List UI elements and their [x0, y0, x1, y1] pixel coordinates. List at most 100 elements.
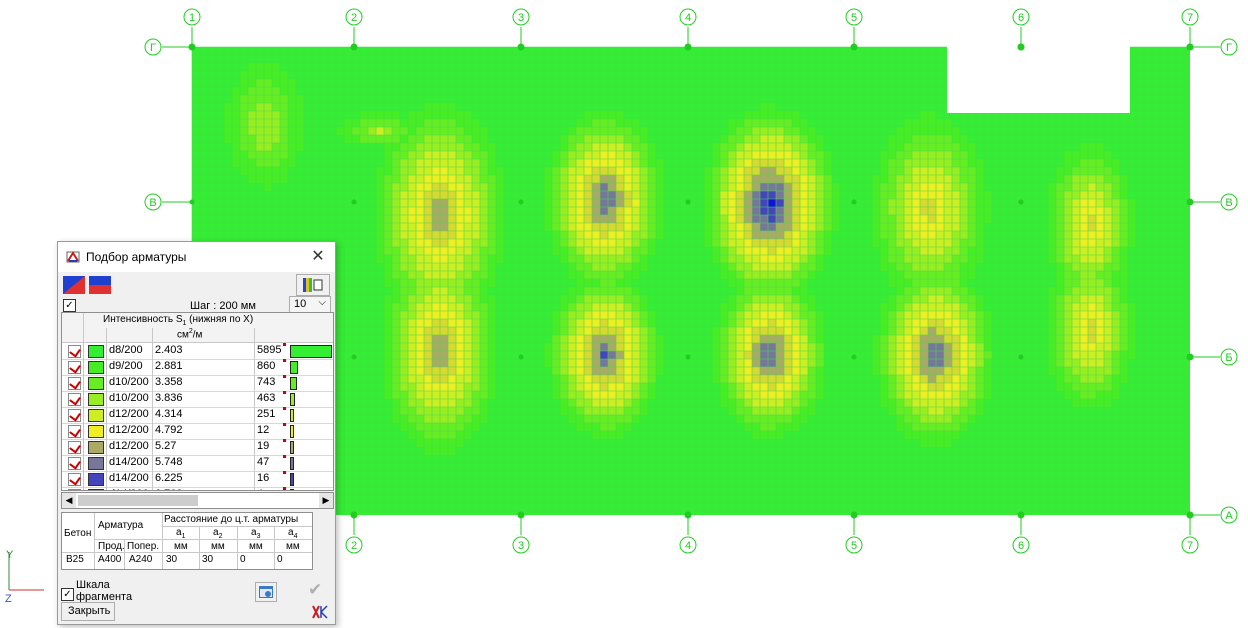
a1-value[interactable]: 30	[166, 554, 178, 565]
intensity-row[interactable]: d10/200 3.358 743	[62, 375, 333, 392]
row-visibility-checkbox[interactable]	[68, 473, 81, 486]
trans-value[interactable]: A240	[129, 554, 153, 565]
unit-header: см2/м	[177, 328, 203, 341]
intensity-row[interactable]: d14/200 6.225 16	[62, 471, 333, 488]
count-bar	[290, 489, 294, 490]
table-horizontal-scrollbar[interactable]: ◀ ▶	[61, 492, 334, 509]
intensity-value: 3.358	[155, 376, 183, 388]
scroll-right-icon[interactable]: ▶	[319, 493, 333, 508]
a4-header: a4	[288, 527, 298, 540]
color-swatch[interactable]	[88, 457, 104, 470]
fragment-scale-checkbox[interactable]: ✓	[61, 588, 74, 601]
element-count: 16	[257, 472, 270, 484]
color-swatch[interactable]	[88, 425, 104, 438]
intensity-row[interactable]: d8/200 2.403 5895	[62, 343, 333, 360]
close-icon[interactable]: ✕	[311, 248, 325, 265]
row-visibility-checkbox[interactable]	[68, 377, 81, 390]
count-marker	[283, 343, 286, 346]
count-marker	[283, 471, 286, 474]
axis-top-label-2: 2	[351, 12, 357, 24]
step-label: Шаг : 200 мм	[190, 300, 256, 312]
rebar-label: d14/200	[109, 456, 149, 468]
count-marker	[283, 407, 286, 410]
a4-unit: мм	[286, 541, 300, 552]
a2-value[interactable]: 30	[202, 554, 214, 565]
axis-top-label-6: 6	[1018, 12, 1024, 24]
intensity-row[interactable]: d10/200 3.836 463	[62, 391, 333, 408]
axis-bottom-label-2: 2	[351, 540, 357, 552]
scroll-left-icon[interactable]: ◀	[62, 493, 76, 508]
color-swatch[interactable]	[88, 441, 104, 454]
intensity-value: 4.792	[155, 424, 183, 436]
count-marker	[283, 487, 286, 490]
element-count: 743	[257, 376, 276, 388]
element-count: 463	[257, 392, 276, 404]
a2-header: a2	[213, 527, 223, 540]
rebar-label: d12/200	[109, 424, 149, 436]
color-swatch[interactable]	[88, 393, 104, 406]
intensity-row[interactable]: d14/200 5.748 47	[62, 455, 333, 472]
row-visibility-checkbox[interactable]	[68, 393, 81, 406]
row-visibility-checkbox[interactable]	[68, 345, 81, 358]
long-value[interactable]: A400	[98, 554, 122, 565]
scroll-thumb[interactable]	[78, 495, 198, 506]
axis-bottom-label-4: 4	[685, 540, 691, 552]
intensity-row[interactable]: d9/200 2.881 860	[62, 359, 333, 376]
a1-unit: мм	[174, 541, 188, 552]
intensity-row[interactable]: d14/200 6.703 4	[62, 487, 333, 490]
intensity-value: 2.881	[155, 360, 183, 372]
count-bar	[290, 441, 294, 454]
row-visibility-checkbox[interactable]	[68, 425, 81, 438]
axis-top-label-1: 1	[189, 12, 195, 24]
rebar-header: Арматура	[98, 520, 144, 531]
count-bar	[290, 457, 294, 470]
rebar-app-icon	[66, 251, 80, 263]
intensity-header: Интенсивность S1 (нижняя по X)	[103, 314, 254, 327]
material-params-table: Бетон Арматура Расстояние до ц.т. армату…	[61, 512, 313, 570]
color-swatch[interactable]	[88, 377, 104, 390]
intensity-row[interactable]: d12/200 5.27 19	[62, 439, 333, 456]
color-gradient-mode-icon[interactable]	[89, 276, 111, 294]
color-swatch[interactable]	[88, 473, 104, 486]
axis-top-label-4: 4	[685, 12, 691, 24]
intensity-row[interactable]: d12/200 4.314 251	[62, 407, 333, 424]
color-swatch[interactable]	[88, 489, 104, 490]
intensity-value: 6.225	[155, 472, 183, 484]
concrete-value[interactable]: B25	[66, 554, 84, 565]
ok-check-icon[interactable]: ✔	[308, 580, 323, 599]
export-scale-icon[interactable]	[311, 604, 329, 620]
color-swatch[interactable]	[88, 361, 104, 374]
element-count: 19	[257, 440, 270, 452]
intensity-row[interactable]: d12/200 4.792 12	[62, 423, 333, 440]
step-select[interactable]: 10 ⌵	[289, 296, 331, 313]
axis-right-label-Г: Г	[1226, 42, 1232, 54]
row-visibility-checkbox[interactable]	[68, 409, 81, 422]
rebar-label: d10/200	[109, 376, 149, 388]
row-visibility-checkbox[interactable]	[68, 457, 81, 470]
axis-right-label-Б: Б	[1225, 352, 1232, 364]
count-marker	[283, 455, 286, 458]
count-marker	[283, 375, 286, 378]
rebar-label: d14/200	[109, 488, 149, 490]
color-fill-mode-icon[interactable]	[63, 276, 85, 294]
row-visibility-checkbox[interactable]	[68, 489, 81, 490]
show-all-checkbox[interactable]: ✓	[63, 299, 76, 312]
close-dialog-button[interactable]: Закрыть	[61, 602, 115, 621]
color-swatch[interactable]	[88, 409, 104, 422]
palette-settings-button[interactable]	[296, 274, 330, 296]
a3-value[interactable]: 0	[240, 554, 246, 565]
concrete-header: Бетон	[64, 528, 92, 539]
reinforcement-color-map	[192, 47, 1190, 515]
apply-settings-button[interactable]	[255, 582, 277, 602]
a4-value[interactable]: 0	[277, 554, 283, 565]
element-count: 47	[257, 456, 270, 468]
row-visibility-checkbox[interactable]	[68, 361, 81, 374]
rebar-label: d12/200	[109, 408, 149, 420]
axis-top-label-3: 3	[518, 12, 524, 24]
color-swatch[interactable]	[88, 345, 104, 358]
count-bar	[290, 361, 298, 374]
row-visibility-checkbox[interactable]	[68, 441, 81, 454]
a3-unit: мм	[249, 541, 263, 552]
axis-left-label-Г: Г	[150, 42, 156, 54]
